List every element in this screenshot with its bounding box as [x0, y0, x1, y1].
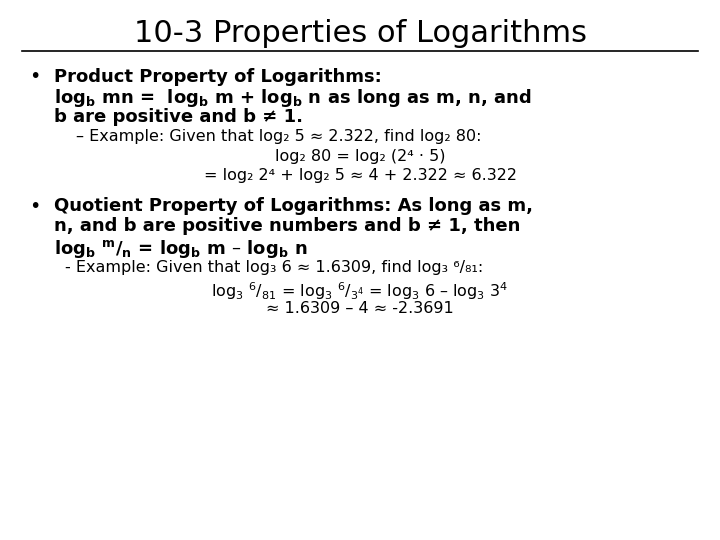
Text: n, and b are positive numbers and b ≠ 1, then: n, and b are positive numbers and b ≠ 1,…: [54, 217, 521, 235]
Text: •: •: [29, 68, 40, 86]
Text: - Example: Given that log₃ 6 ≈ 1.6309, find log₃ ⁶/₈₁:: - Example: Given that log₃ 6 ≈ 1.6309, f…: [65, 260, 483, 275]
Text: – Example: Given that log₂ 5 ≈ 2.322, find log₂ 80:: – Example: Given that log₂ 5 ≈ 2.322, fi…: [76, 129, 481, 144]
Text: ≈ 1.6309 – 4 ≈ -2.3691: ≈ 1.6309 – 4 ≈ -2.3691: [266, 301, 454, 316]
Text: 10-3 Properties of Logarithms: 10-3 Properties of Logarithms: [133, 19, 587, 48]
Text: Product Property of Logarithms:: Product Property of Logarithms:: [54, 68, 382, 85]
Text: •: •: [29, 197, 40, 215]
Text: b are positive and b ≠ 1.: b are positive and b ≠ 1.: [54, 108, 303, 126]
Text: $\mathbf{log_b}$ mn =  $\mathbf{log_b}$ m + $\mathbf{log_b}$ n as long as m, n, : $\mathbf{log_b}$ mn = $\mathbf{log_b}$ m…: [54, 87, 532, 110]
Text: = log₂ 2⁴ + log₂ 5 ≈ 4 + 2.322 ≈ 6.322: = log₂ 2⁴ + log₂ 5 ≈ 4 + 2.322 ≈ 6.322: [204, 168, 516, 183]
Text: log$_3$ $^6$/$_{81}$ = log$_3$ $^6$/$_{3^4}$ = log$_3$ 6 – log$_3$ 3$^4$: log$_3$ $^6$/$_{81}$ = log$_3$ $^6$/$_{3…: [211, 281, 509, 302]
Text: log₂ 80 = log₂ (2⁴ · 5): log₂ 80 = log₂ (2⁴ · 5): [275, 149, 445, 164]
Text: Quotient Property of Logarithms: As long as m,: Quotient Property of Logarithms: As long…: [54, 197, 533, 214]
Text: $\mathbf{log_b}$ $\mathbf{^m/_n}$ = $\mathbf{log_b}$ m – $\mathbf{log_b}$ n: $\mathbf{log_b}$ $\mathbf{^m/_n}$ = $\ma…: [54, 238, 307, 260]
